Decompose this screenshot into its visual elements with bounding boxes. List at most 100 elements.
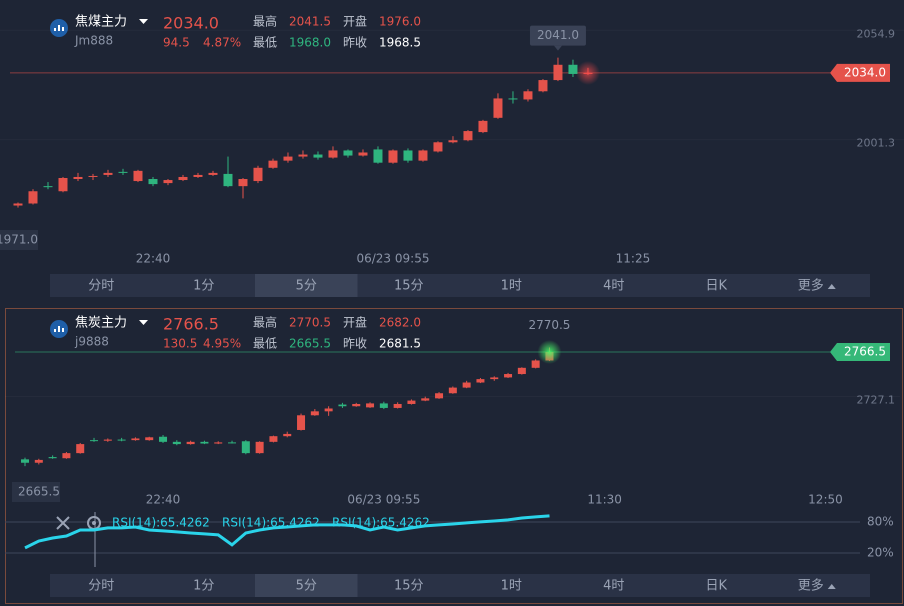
candle-body: [343, 150, 353, 156]
price-tag-label: 2034.0: [844, 65, 886, 79]
candle-body: [253, 167, 263, 182]
candle-body: [379, 403, 388, 408]
tab[interactable]: 更多: [798, 578, 824, 594]
header-high-label: 最高: [253, 14, 277, 29]
candle-body: [43, 186, 53, 188]
candle-body: [448, 387, 457, 394]
candle-body: [241, 441, 250, 454]
candle-body: [421, 398, 430, 401]
candle-body: [133, 170, 143, 182]
candle-body: [255, 441, 264, 454]
header-open-label: 开盘: [343, 315, 367, 330]
candle-body: [193, 174, 203, 177]
header-open: 1976.0: [379, 15, 421, 29]
candle-body: [298, 154, 308, 157]
indicator-line: [24, 514, 550, 550]
candle-body: [228, 442, 237, 444]
panel-border: [5, 308, 903, 604]
candle-body: [283, 433, 292, 437]
tab[interactable]: 1分: [193, 579, 214, 594]
tab[interactable]: 1时: [501, 279, 522, 294]
candle-body: [523, 91, 533, 100]
tab[interactable]: 4时: [603, 279, 624, 294]
candle-body: [238, 179, 248, 187]
x-tick-label: 06/23 09:55: [356, 252, 429, 266]
candle-body: [223, 173, 233, 187]
symbol-icon-bar: [62, 27, 64, 31]
candle-body: [214, 442, 223, 444]
tab[interactable]: 5分: [296, 579, 317, 594]
tab[interactable]: 15分: [394, 579, 424, 594]
tab[interactable]: 日K: [705, 579, 727, 594]
close-icon[interactable]: [56, 516, 70, 530]
tab[interactable]: 更多: [798, 278, 824, 294]
high-marker-box: [529, 25, 586, 46]
dropdown-arrow[interactable]: [139, 19, 148, 24]
symbol-title: 焦炭主力: [75, 316, 127, 331]
candle-body: [568, 64, 578, 74]
price-tag: [830, 343, 890, 362]
tab[interactable]: 分时: [88, 279, 114, 294]
low-marker: 1971.0: [0, 233, 38, 247]
header-low-label: 最低: [253, 337, 277, 351]
tab[interactable]: 1时: [501, 579, 522, 594]
candle-body: [407, 400, 416, 404]
symbol-icon-bar: [62, 328, 64, 332]
tab-bar: [50, 574, 870, 597]
x-tick-label: 22:40: [136, 252, 171, 266]
low-marker-box: [12, 482, 60, 502]
header-low: 1968.0: [289, 36, 331, 50]
candle-body: [373, 149, 383, 163]
candle-body: [352, 403, 361, 407]
high-marker: 2041.0: [537, 28, 579, 42]
settings-icon-core: [92, 521, 96, 525]
header-prev: 1968.5: [379, 36, 421, 50]
tab-active: [255, 574, 358, 597]
header-high-label: 最高: [253, 315, 277, 330]
candle-body: [313, 154, 323, 158]
candle-body: [297, 415, 306, 430]
indicator-level-label: 80%: [867, 514, 894, 528]
indicator-level-label: 20%: [867, 545, 894, 559]
tab-active: [255, 274, 358, 297]
candle-body: [58, 177, 68, 192]
symbol-title: 焦煤主力: [75, 15, 127, 30]
candle-body: [269, 436, 278, 442]
header-low-label: 最低: [253, 36, 277, 50]
header-change: 94.5: [163, 36, 190, 50]
header-open-label: 开盘: [343, 14, 367, 29]
candle-body: [90, 440, 99, 442]
tab-bar: [50, 274, 870, 297]
candle-body: [13, 203, 23, 206]
candle-body: [145, 437, 154, 441]
low-marker: 2665.5: [18, 485, 60, 499]
header-pct: 4.87%: [203, 36, 241, 50]
header-high: 2770.5: [289, 316, 331, 330]
candle-body: [172, 441, 181, 445]
candle-body: [328, 150, 338, 158]
tab-more-arrow: [827, 284, 836, 289]
tab[interactable]: 4时: [603, 579, 624, 594]
x-tick-label: 06/23 09:55: [347, 493, 420, 507]
candle-body: [310, 411, 319, 416]
header-open: 2682.0: [379, 316, 421, 330]
tab[interactable]: 分时: [88, 579, 114, 594]
x-tick-label: 11:25: [616, 252, 651, 266]
header-prev: 2681.5: [379, 337, 421, 351]
header-prev-label: 昨收: [343, 36, 367, 50]
candle-body: [366, 403, 375, 408]
y-tick-label: 2001.3: [857, 137, 896, 150]
candle-body: [131, 438, 140, 441]
candle-body: [88, 175, 98, 177]
tab[interactable]: 1分: [193, 279, 214, 294]
tab[interactable]: 日K: [705, 279, 727, 294]
tab[interactable]: 15分: [394, 279, 424, 294]
tab[interactable]: 5分: [296, 279, 317, 294]
candle-body: [531, 360, 540, 368]
last-glow: [537, 340, 562, 365]
y-tick-label: 2727.1: [857, 394, 896, 407]
dropdown-arrow[interactable]: [139, 320, 148, 325]
candle-body: [433, 142, 443, 152]
symbol-icon-bar: [54, 329, 56, 332]
